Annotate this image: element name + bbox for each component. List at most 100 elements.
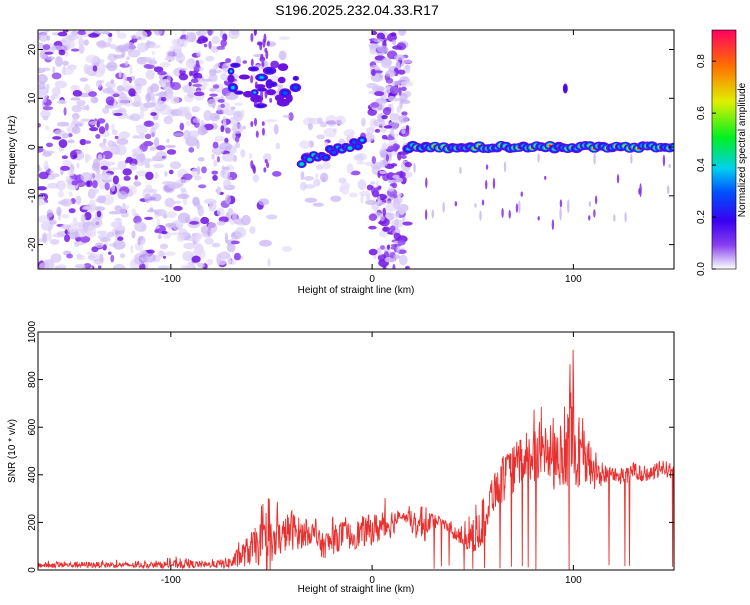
- spectrogram-tone-streak: [454, 201, 458, 207]
- spectrogram-tone-streak: [518, 200, 521, 214]
- spectrogram-noise-blob: [38, 122, 42, 128]
- spectrogram-noise-blob: [96, 58, 105, 64]
- spectrogram-noise-blob: [202, 80, 208, 88]
- spectrogram-noise-blob: [134, 257, 146, 265]
- spectrogram-noise-blob: [90, 172, 96, 180]
- spectrogram-ridge-blob: [348, 147, 352, 150]
- spectrogram-noise-blob: [195, 60, 200, 68]
- spectrogram-noise-blob: [76, 162, 80, 169]
- spectrogram-noise-blob: [112, 93, 120, 98]
- spectrogram-noise-blob: [170, 95, 180, 105]
- spectrogram-noise-blob: [197, 157, 205, 162]
- spectrogram-tone-streak: [588, 201, 592, 207]
- spectrogram-noise-blob: [117, 236, 124, 241]
- spectrogram-noise-blob: [368, 225, 377, 230]
- spectrogram-signal-blob: [269, 82, 276, 86]
- spectrogram-noise-blob: [117, 32, 127, 39]
- colorbar-gradient: [712, 30, 736, 269]
- spectrogram-noise-blob: [398, 30, 407, 36]
- spectrogram-noise-blob: [192, 83, 203, 88]
- snr-ylabel: SNR (10 * v/v): [7, 419, 18, 483]
- spectrogram-noise-blob: [78, 224, 84, 232]
- spectrogram-noise-blob: [90, 96, 99, 104]
- spectrogram-noise-blob: [104, 122, 109, 131]
- spectrogram-noise-blob: [102, 87, 115, 94]
- spectrogram-noise-blob: [130, 244, 134, 254]
- spectrogram-noise-blob: [312, 202, 324, 207]
- spectrogram-noise-blob: [201, 166, 207, 174]
- spectrogram-signal-streak: [260, 89, 264, 100]
- spectrogram-noise-blob: [116, 138, 129, 145]
- spectrogram-noise-blob: [102, 244, 107, 251]
- spectrogram-noise-blob: [198, 184, 207, 189]
- spectrogram-noise-blob: [38, 92, 48, 100]
- spectrogram-noise-blob: [400, 86, 407, 92]
- snr-frame: [37, 331, 675, 571]
- spectrogram-noise-blob: [389, 85, 400, 94]
- spectrogram-noise-blob: [397, 191, 402, 198]
- spectrogram-noise-blob: [163, 115, 174, 125]
- spectrogram-noise-blob: [117, 160, 127, 170]
- spectrogram-noise-blob: [325, 115, 338, 126]
- spectrogram-noise-blob: [134, 175, 138, 180]
- spectrogram-noise-blob: [275, 142, 281, 150]
- spectrogram-noise-blob: [131, 152, 140, 158]
- spectrogram-noise-blob: [68, 191, 73, 197]
- spectrogram-noise-blob: [383, 125, 393, 129]
- spectrogram-noise-blob: [194, 232, 201, 243]
- spectrogram-noise-blob: [155, 145, 166, 151]
- spectrogram-noise-blob: [61, 213, 70, 219]
- spectrogram-noise-blob: [395, 177, 404, 183]
- chart-title: S196.2025.232.04.33.R17: [275, 2, 439, 18]
- spectrogram-tone-streak: [630, 153, 633, 164]
- spectrogram-noise-blob: [212, 174, 218, 181]
- spectrogram-noise-blob: [113, 225, 126, 231]
- spectrogram-noise-blob: [138, 236, 144, 241]
- spectrogram-noise-blob: [216, 220, 226, 226]
- spectrogram-noise-blob: [377, 253, 387, 262]
- colorbar-label: Normalized spectral amplitude: [737, 82, 748, 217]
- spectrogram-noise-blob: [42, 106, 54, 111]
- colorbar-ticks: 0.0 0.2 0.4 0.6 0.8: [696, 54, 716, 276]
- spectrogram-tone-streak: [593, 152, 596, 165]
- spectrogram-noise-blob: [84, 211, 92, 221]
- spectrogram-noise-blob: [60, 165, 70, 171]
- spectrogram-noise-blob: [206, 258, 214, 266]
- spectrogram-xlabel: Height of straight line (km): [298, 285, 415, 296]
- spectrogram-noise-blob: [114, 135, 119, 140]
- spectrogram-signal-streak: [259, 97, 263, 106]
- spectrogram-noise-blob: [188, 81, 192, 87]
- spectrogram-signal-blob: [227, 74, 235, 83]
- spectrogram-noise-blob: [137, 42, 148, 53]
- spectrogram-noise-blob: [58, 139, 68, 148]
- spectrogram-noise-blob: [58, 49, 66, 56]
- spectrogram-noise-blob: [185, 121, 192, 126]
- spectrogram-noise-blob: [208, 40, 212, 50]
- spectrogram-noise-blob: [107, 146, 118, 152]
- spectrogram-noise-blob: [157, 234, 162, 240]
- spectrogram-noise-blob: [133, 94, 142, 106]
- spectrogram-noise-blob: [51, 32, 60, 36]
- spectrogram-signal-streak: [261, 61, 265, 67]
- spectrogram-noise-blob: [106, 231, 115, 238]
- spectrogram-tone-streak: [613, 214, 616, 222]
- spectrogram-noise-blob: [133, 77, 147, 87]
- spectrogram-xtick-label: 0: [369, 274, 375, 285]
- spectrogram-noise-blob: [176, 193, 190, 199]
- colorbar: 0.0 0.2 0.4 0.6 0.8 Normalized spectral ampl…: [696, 29, 748, 276]
- spectrogram-noise-blob: [319, 121, 328, 128]
- spectrogram-noise-blob: [100, 30, 111, 35]
- spectrogram-noise-blob: [209, 112, 220, 122]
- spectrogram-signal-blob: [243, 90, 254, 98]
- spectrogram-noise-blob: [174, 39, 185, 45]
- spectrogram-noise-blob: [48, 219, 57, 225]
- spectrogram-noise-blob: [160, 97, 167, 102]
- spectrogram-noise-blob: [166, 50, 174, 59]
- spectrogram-noise-blob: [84, 30, 92, 34]
- spectrogram-noise-blob: [89, 126, 99, 132]
- spectrogram-signal-streak: [254, 117, 258, 127]
- spectrogram-tone-streak: [431, 209, 434, 219]
- spectrogram-noise-blob: [150, 112, 157, 116]
- spectrogram-noise-blob: [168, 169, 174, 175]
- spectrogram-noise-blob: [52, 86, 61, 97]
